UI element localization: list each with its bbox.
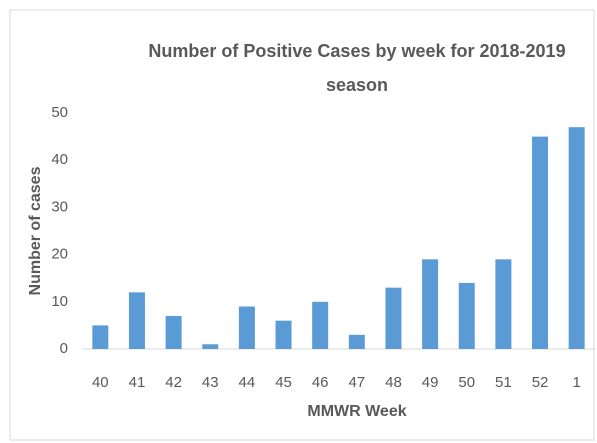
x-tick-label: 41 xyxy=(129,374,146,391)
bar xyxy=(312,301,329,349)
bar xyxy=(128,292,145,349)
x-tick-label: 49 xyxy=(422,374,439,391)
bar xyxy=(275,320,292,349)
x-tick-label: 40 xyxy=(92,374,109,391)
bar xyxy=(568,127,585,349)
y-tick-label: 0 xyxy=(60,340,68,357)
y-tick-label: 50 xyxy=(51,104,68,121)
bar xyxy=(348,334,365,349)
y-tick-label: 30 xyxy=(51,198,68,215)
bar xyxy=(92,325,109,349)
x-tick-label: 42 xyxy=(165,374,182,391)
x-tick-label: 1 xyxy=(573,374,581,391)
bar xyxy=(532,136,549,349)
y-tick-label: 10 xyxy=(51,293,68,310)
bar xyxy=(385,287,402,349)
bar xyxy=(422,259,439,349)
x-tick-label: 45 xyxy=(275,374,292,391)
x-tick-label: 46 xyxy=(312,374,329,391)
bar xyxy=(495,259,512,349)
x-tick-label: 44 xyxy=(239,374,256,391)
x-tick-label: 43 xyxy=(202,374,219,391)
chart-title: Number of Positive Cases by week for 201… xyxy=(148,41,566,95)
bar xyxy=(202,344,219,349)
bar xyxy=(458,282,475,349)
x-tick-label: 48 xyxy=(385,374,402,391)
y-tick-label: 40 xyxy=(51,151,68,168)
x-axis-label: MMWR Week xyxy=(307,403,406,420)
x-tick-label: 47 xyxy=(348,374,365,391)
x-tick-label: 50 xyxy=(458,374,475,391)
bar xyxy=(238,306,255,349)
x-tick-label: 52 xyxy=(532,374,549,391)
chart-border xyxy=(9,9,595,441)
bar xyxy=(165,315,182,349)
x-tick-label: 51 xyxy=(495,374,512,391)
y-tick-label: 20 xyxy=(51,246,68,263)
y-axis-label: Number of cases xyxy=(27,166,44,295)
